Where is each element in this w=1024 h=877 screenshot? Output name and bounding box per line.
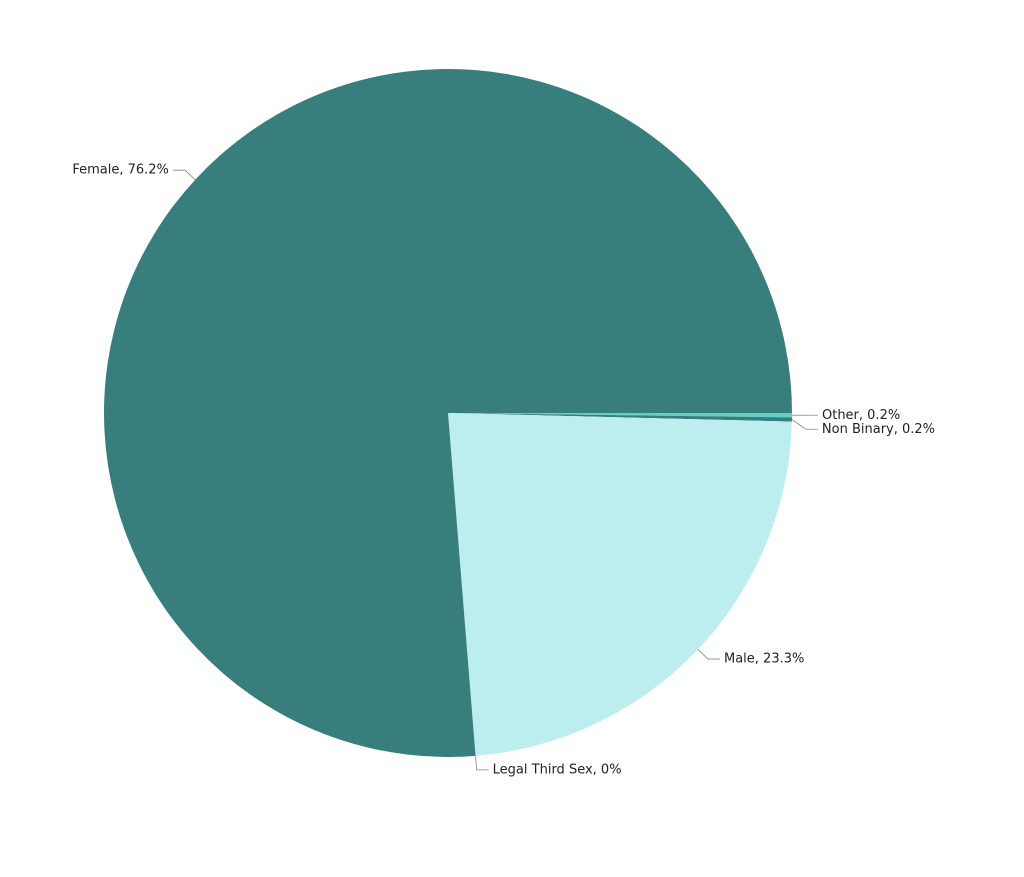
pie-slice <box>448 413 792 422</box>
slice-label: Legal Third Sex, 0% <box>493 762 622 777</box>
leader-line <box>791 419 818 430</box>
leader-line <box>475 755 489 771</box>
slice-label: Female, 76.2% <box>72 163 169 178</box>
leader-line <box>697 649 721 660</box>
slice-label: Other, 0.2% <box>822 408 900 423</box>
slice-label: Non Binary, 0.2% <box>822 422 935 437</box>
slice-label: Male, 23.3% <box>724 652 804 667</box>
pie-slice <box>448 413 792 756</box>
pie-slice <box>103 69 793 757</box>
leader-line <box>172 169 196 180</box>
pie-slice <box>448 413 792 418</box>
